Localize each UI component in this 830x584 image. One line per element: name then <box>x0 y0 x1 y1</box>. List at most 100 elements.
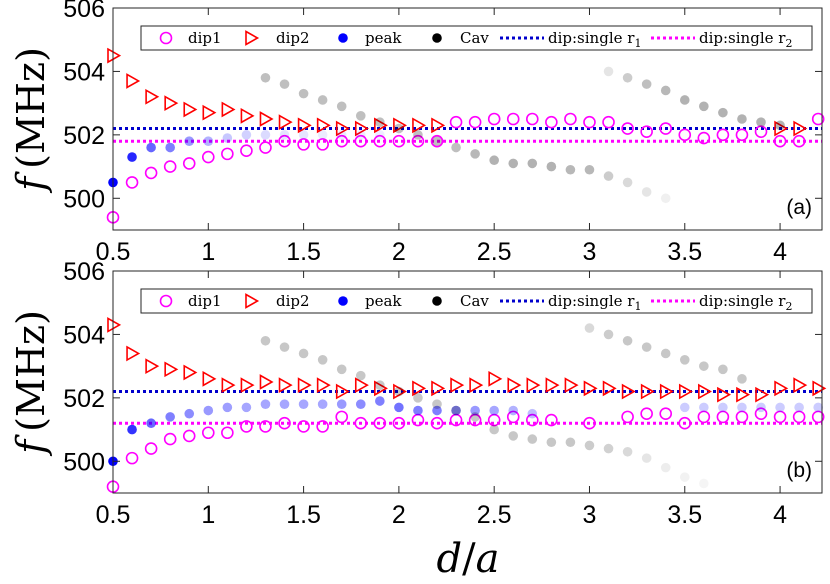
dip2-point <box>393 117 408 134</box>
peak-point <box>394 402 404 413</box>
cav-point <box>527 434 538 444</box>
peak-point <box>241 130 252 140</box>
dip2-point <box>412 380 427 397</box>
peak-point <box>146 142 156 153</box>
dip1-point <box>526 112 539 126</box>
dip1-point <box>545 413 558 427</box>
dip2-point <box>393 383 408 400</box>
peak-point <box>222 133 233 143</box>
peak-point <box>756 402 766 413</box>
legend-r2-subscript: 2 <box>785 300 792 313</box>
dip2-point <box>545 377 560 394</box>
dip1-point <box>716 128 730 142</box>
dip2-point <box>431 380 446 397</box>
peak-point <box>298 399 309 410</box>
dip1-point <box>411 413 425 427</box>
cav-point <box>470 412 480 422</box>
peak-point <box>355 130 366 140</box>
dip2-point <box>698 383 712 400</box>
dip2-point <box>526 377 541 394</box>
legend-dip2-marker <box>245 293 260 309</box>
cav-point <box>699 361 709 371</box>
cav-point <box>546 161 557 172</box>
dip1-point <box>773 410 787 424</box>
legend: dip1 dip2 peak Cav dip:single r1 dip:single r… <box>140 288 813 314</box>
cav-point <box>737 374 747 384</box>
peak-point <box>317 399 328 410</box>
legend-r1-subscript: 1 <box>634 300 641 313</box>
cav-point <box>775 120 785 131</box>
panel-label: (a) <box>786 196 812 219</box>
dip2-point <box>297 117 312 134</box>
peak-point <box>260 130 271 140</box>
cav-point <box>355 111 366 121</box>
legend-dip1-marker <box>159 294 173 308</box>
cav-point <box>508 431 519 441</box>
dip1-point <box>602 115 615 129</box>
dip1-point <box>335 410 349 424</box>
cav-point <box>718 107 728 118</box>
dip2-point <box>678 383 693 400</box>
peak-point <box>165 412 175 422</box>
dip1-point <box>621 410 634 424</box>
legend-cav-marker <box>432 33 442 43</box>
cav-point <box>394 123 404 134</box>
x-tick-label: 0.5 <box>96 501 131 529</box>
dip1-point <box>354 134 368 148</box>
cav-point <box>375 380 385 390</box>
dip2-point <box>221 101 236 118</box>
dip2-point <box>202 370 217 387</box>
dip1-point <box>449 115 463 129</box>
dip1-point <box>278 416 291 430</box>
cav-point <box>565 437 576 448</box>
dip1-point <box>697 131 711 145</box>
dip2-point <box>316 377 331 394</box>
cav-point <box>737 114 747 124</box>
cav-point <box>679 355 690 365</box>
peak-point <box>527 408 538 419</box>
dip1-point <box>297 138 310 151</box>
dip1-point <box>163 160 177 173</box>
dip2-point <box>583 380 598 397</box>
x-tick-label: 1.5 <box>286 501 321 529</box>
dip1-point <box>316 138 329 151</box>
cav-point <box>622 72 633 83</box>
x-tick-label: 3.5 <box>667 238 702 266</box>
legend-r1-label: dip:single r1 <box>548 29 641 50</box>
peak-point <box>317 130 328 140</box>
dip1-point <box>240 420 253 433</box>
dip2-point <box>507 377 522 394</box>
dip1-point <box>221 426 234 440</box>
series-peak <box>108 396 823 467</box>
legend-box <box>140 288 813 314</box>
dip1-point <box>144 166 158 180</box>
x-axis-label: d/a <box>437 536 500 582</box>
y-tick-label: 500 <box>63 448 105 476</box>
axes-frame <box>112 270 823 494</box>
panel-a: 0.5 1 1.5 2 2.5 3 3.5 4 500 502 504 506 f(MHz) (a) dip… <box>9 0 825 266</box>
dip1-point <box>221 147 234 161</box>
dip2-point <box>183 364 198 381</box>
legend-dip1-label: dip1 <box>188 292 222 310</box>
peak-point <box>508 405 519 416</box>
panel-label: (b) <box>786 459 812 482</box>
y-tick-label: 504 <box>63 58 105 86</box>
dip2-point <box>354 120 369 137</box>
dip2-point <box>374 380 388 397</box>
cav-point <box>622 335 633 346</box>
legend-cav-label: Cav <box>460 292 489 310</box>
cav-point <box>279 342 290 352</box>
legend-r1-label: dip:single r1 <box>548 292 641 313</box>
peak-point <box>336 399 347 410</box>
cav-point <box>489 424 499 435</box>
cav-point <box>603 171 614 181</box>
legend-peak-marker <box>338 33 348 43</box>
dip2-point <box>259 374 274 390</box>
cav-point <box>641 453 652 463</box>
dip1-point <box>506 112 520 126</box>
peak-point <box>146 418 156 429</box>
peak-point <box>794 402 804 413</box>
dip1-point <box>182 429 196 443</box>
y-axis-label-var: f <box>9 171 53 194</box>
